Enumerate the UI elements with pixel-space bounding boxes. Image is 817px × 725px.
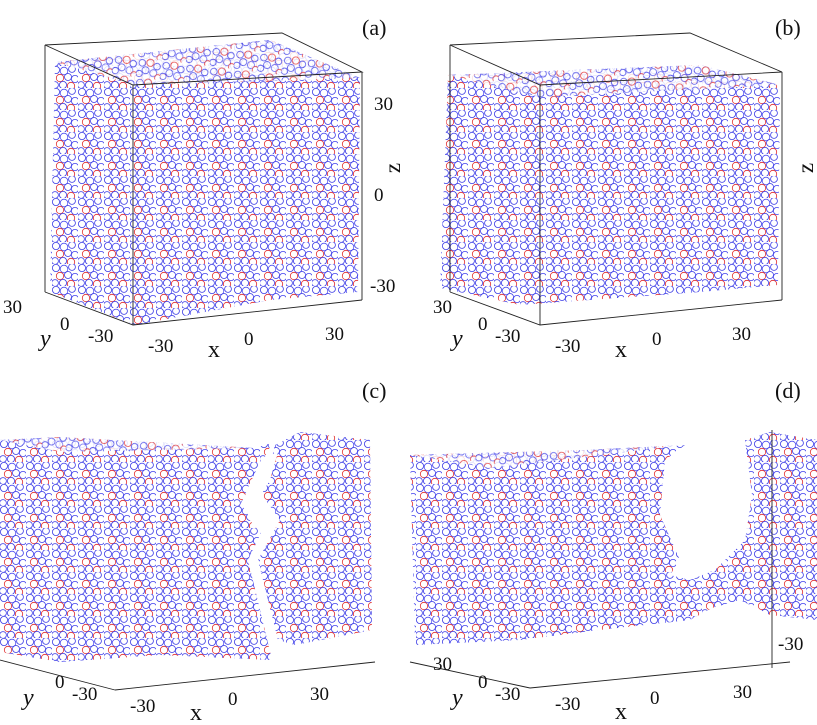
y-tick-30-a: 30	[3, 297, 22, 318]
y-tick-0-d: 0	[478, 672, 488, 693]
panel-d: (d) -30 30 0 -30 y -30 0 30 x	[409, 378, 817, 725]
particle-sample-c-right	[258, 432, 372, 645]
x-tick-30-d: 30	[733, 682, 752, 703]
particle-sample-c-left	[0, 437, 272, 662]
x-tick-neg30-b: -30	[555, 336, 580, 357]
z-axis-label-a: z	[380, 163, 405, 173]
y-tick-neg30-d: -30	[495, 684, 520, 705]
y-tick-0-b: 0	[478, 314, 488, 335]
y-axis-label-c: y	[21, 685, 34, 711]
x-tick-neg30-c: -30	[130, 696, 155, 717]
x-tick-30-a: 30	[325, 324, 344, 345]
x-axis-label-a: x	[208, 337, 220, 363]
bounding-box-a	[44, 32, 364, 326]
z-tick-neg30-d: -30	[778, 634, 803, 655]
y-tick-neg30-a: -30	[88, 326, 113, 347]
x-tick-0-b: 0	[652, 329, 662, 350]
x-axis-label-b: x	[615, 337, 627, 363]
y-axis-label-d: y	[450, 685, 463, 711]
crack-gap-c	[246, 452, 278, 535]
panel-label-b: (b)	[775, 15, 801, 40]
panel-b: (b) z 30 0 -30 y -30 0 30 x	[433, 15, 817, 363]
z-axis-label-b: z	[793, 163, 817, 173]
y-axis-label-a: y	[38, 326, 51, 352]
x-tick-0-a: 0	[244, 329, 254, 350]
x-axis-label-c: x	[190, 700, 202, 725]
y-tick-neg30-b: -30	[495, 326, 520, 347]
particle-sample-d-top	[410, 445, 685, 468]
axis-frame-d	[409, 430, 791, 689]
x-tick-neg30-d: -30	[555, 694, 580, 715]
y-axis-label-b: y	[450, 326, 463, 352]
axis-frame-c	[0, 659, 376, 691]
x-tick-30-c: 30	[310, 684, 329, 705]
x-tick-0-c: 0	[228, 689, 238, 710]
x-tick-neg30-a: -30	[148, 336, 173, 357]
panel-a: (a) 30 0 -30 z 30 0 -30 y -30 0 30 x	[3, 15, 405, 363]
y-tick-0-a: 0	[60, 314, 70, 335]
x-tick-30-b: 30	[732, 324, 751, 345]
bounding-box-b	[449, 32, 783, 326]
particle-sample-d-left	[410, 445, 712, 645]
x-axis-label-d: x	[615, 699, 627, 725]
y-tick-30-d: 30	[433, 654, 452, 675]
y-tick-neg30-c: -30	[72, 684, 97, 705]
y-tick-0-c: 0	[55, 672, 65, 693]
z-tick-0-a: 0	[374, 185, 384, 206]
panel-label-c: (c)	[362, 378, 386, 403]
panel-c: (c) 0 -30 y -30 0 30 x	[0, 378, 386, 725]
particle-sample-a	[50, 40, 360, 325]
y-tick-30-b: 30	[433, 297, 452, 318]
z-tick-neg30-a: -30	[370, 276, 395, 297]
particle-sample-d-right	[690, 432, 817, 620]
panel-label-d: (d)	[775, 378, 801, 403]
z-tick-30-a: 30	[374, 94, 393, 115]
particle-sample-a-top	[55, 40, 360, 85]
particle-sample-b	[440, 65, 780, 305]
x-tick-0-d: 0	[650, 688, 660, 709]
particle-sample-c-top	[0, 437, 255, 452]
panel-label-a: (a)	[362, 15, 386, 40]
